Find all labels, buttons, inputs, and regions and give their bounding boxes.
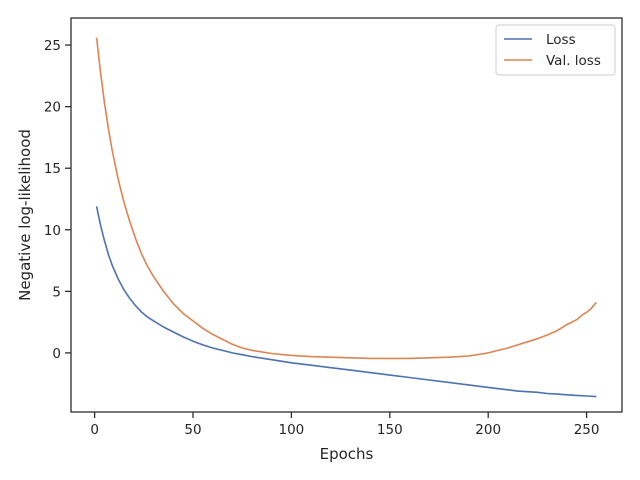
y-axis-title: Negative log-likelihood — [16, 129, 34, 301]
x-tick-label: 100 — [279, 422, 305, 438]
x-axis-title: Epochs — [320, 445, 374, 463]
y-axis-ticks: 0 5 10 15 20 25 — [44, 38, 71, 362]
legend-box — [495, 24, 616, 76]
y-tick-label: 0 — [52, 346, 61, 362]
y-tick-label: 15 — [44, 161, 61, 177]
series-layer — [95, 37, 598, 398]
legend: Loss Val. loss — [495, 24, 616, 76]
x-tick-label: 50 — [184, 422, 201, 438]
legend-label-loss: Loss — [546, 32, 576, 48]
y-tick-label: 25 — [44, 38, 61, 54]
x-tick-label: 0 — [90, 422, 99, 438]
series-line-val-loss — [95, 37, 598, 360]
x-tick-label: 250 — [574, 422, 600, 438]
x-axis-ticks: 0 50 100 150 200 250 — [90, 412, 599, 438]
x-tick-label: 200 — [475, 422, 501, 438]
y-tick-label: 10 — [44, 223, 61, 239]
y-tick-label: 5 — [52, 284, 61, 300]
series-line-loss — [95, 206, 597, 398]
plot-frame — [70, 17, 623, 413]
x-tick-label: 150 — [377, 422, 403, 438]
legend-label-val-loss: Val. loss — [546, 53, 601, 69]
y-tick-label: 20 — [44, 100, 61, 116]
